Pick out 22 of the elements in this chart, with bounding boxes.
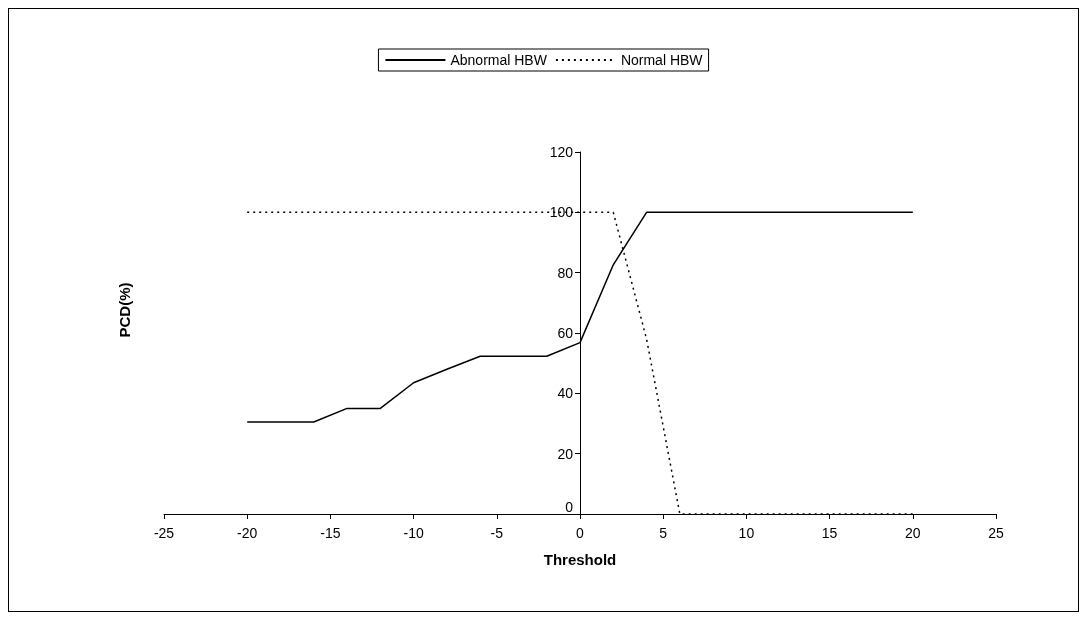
- y-tick-label: 120: [549, 144, 574, 160]
- y-tick-label: 0: [565, 499, 574, 515]
- x-tick-label: 5: [659, 525, 668, 541]
- x-tick-label: 0: [576, 525, 585, 541]
- x-tick-label: 25: [988, 525, 1004, 541]
- y-tick-label: 40: [557, 385, 574, 402]
- legend-label: Normal HBW: [620, 52, 704, 68]
- y-tick-label: 80: [557, 264, 574, 281]
- x-tick-label: 10: [738, 525, 755, 541]
- x-tick-label: -5: [490, 525, 504, 541]
- y-axis-title: PCD(%): [116, 282, 133, 338]
- x-tick-label: 20: [905, 525, 921, 541]
- x-tick-label: 15: [821, 525, 838, 541]
- y-tick-label: 60: [557, 325, 574, 341]
- x-axis-title: Threshold: [543, 551, 617, 568]
- legend-label: Abnormal HBW: [450, 52, 548, 68]
- y-tick-label: 20: [557, 445, 574, 462]
- x-tick-label: -20: [237, 525, 258, 541]
- x-tick-label: -10: [403, 525, 424, 541]
- y-tick-label: 100: [549, 204, 574, 221]
- x-tick-label: -15: [320, 525, 341, 541]
- x-tick-label: -25: [153, 525, 175, 541]
